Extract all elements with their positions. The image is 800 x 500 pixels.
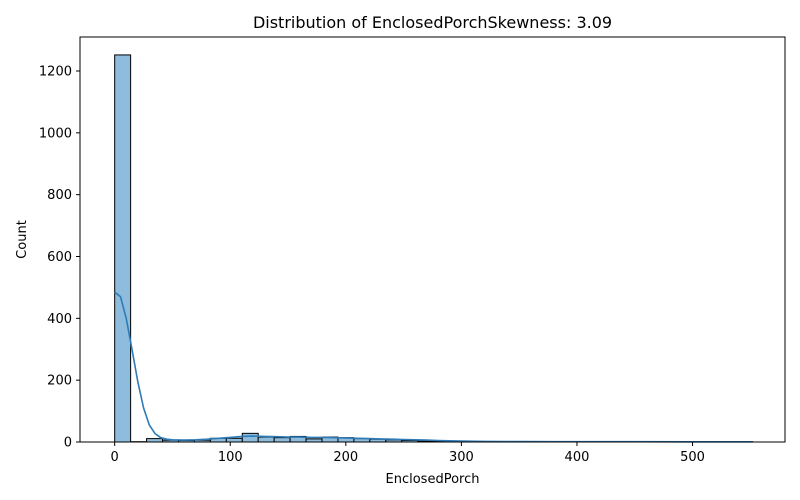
y-tick-label: 0 — [64, 436, 72, 451]
histogram-bar — [257, 436, 275, 443]
histogram-bar — [146, 438, 164, 443]
x-tick-label: 300 — [449, 450, 474, 465]
y-tick-label: 1200 — [39, 65, 72, 80]
x-tick-label: 100 — [218, 450, 243, 465]
x-axis: 0 100 200 300 400 500 — [111, 442, 705, 465]
histogram-bar — [114, 54, 132, 443]
histogram-bar — [273, 437, 291, 443]
x-tick-label: 500 — [680, 450, 705, 465]
plot-frame — [79, 36, 786, 443]
histogram-bar — [225, 437, 243, 443]
x-tick-label: 400 — [565, 450, 590, 465]
kde-line — [114, 291, 753, 443]
kde-layer — [114, 291, 753, 443]
y-axis-label: Count — [15, 220, 30, 259]
y-tick-label: 600 — [47, 250, 72, 265]
y-tick-label: 800 — [47, 188, 72, 203]
chart-title: Distribution of EnclosedPorchSkewness: 3… — [253, 13, 612, 32]
x-axis-label: EnclosedPorch — [386, 472, 480, 487]
y-tick-label: 400 — [47, 312, 72, 327]
y-tick-label: 200 — [47, 374, 72, 389]
x-tick-label: 200 — [333, 450, 358, 465]
histogram-bar — [241, 432, 259, 443]
y-axis: 0 200 400 600 800 1000 1200 — [39, 65, 80, 451]
bars-layer — [114, 54, 754, 443]
x-tick-label: 0 — [111, 450, 119, 465]
y-tick-label: 1000 — [39, 126, 72, 141]
